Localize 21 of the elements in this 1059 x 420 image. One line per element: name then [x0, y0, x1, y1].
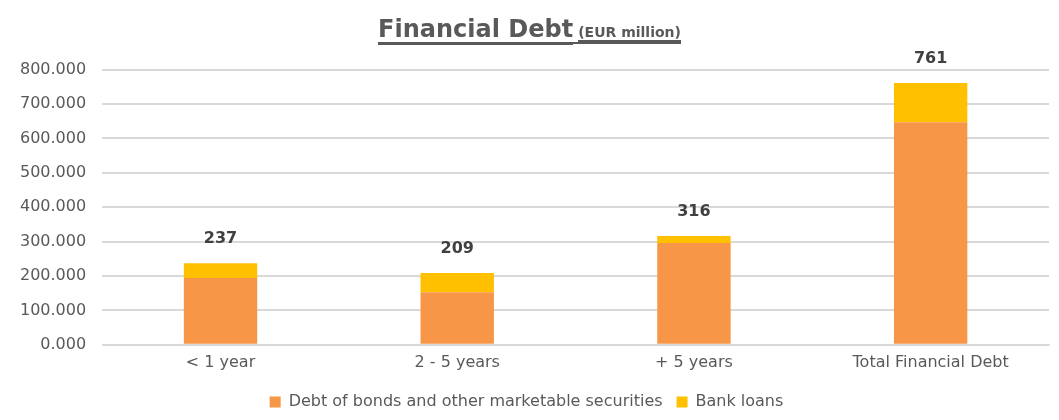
- legend-label: Debt of bonds and other marketable securities: [288, 391, 663, 411]
- chart-title: Financial Debt: [378, 14, 574, 45]
- y-tick-label: 600.000: [19, 127, 87, 147]
- x-tick-label: + 5 years: [655, 351, 733, 371]
- x-tick-label: Total Financial Debt: [851, 351, 1009, 371]
- y-tick-label: 800.000: [19, 58, 87, 78]
- y-tick-label: 500.000: [19, 161, 87, 181]
- y-tick-label: 100.000: [19, 299, 87, 319]
- y-tick-label: 300.000: [19, 230, 87, 250]
- y-tick-label: 0.000: [40, 333, 87, 353]
- total-label: 237: [203, 228, 238, 248]
- x-tick-label: < 1 year: [185, 351, 256, 371]
- y-tick-label: 400.000: [19, 196, 87, 216]
- x-tick-label: 2 - 5 years: [414, 351, 500, 371]
- total-label: 761: [913, 48, 948, 68]
- legend-label: Bank loans: [695, 391, 784, 411]
- total-label: 209: [440, 238, 474, 258]
- y-tick-label: 200.000: [19, 265, 87, 285]
- total-label: 316: [677, 201, 711, 221]
- chart-subtitle: (EUR million): [578, 23, 681, 42]
- y-tick-label: 700.000: [19, 93, 87, 113]
